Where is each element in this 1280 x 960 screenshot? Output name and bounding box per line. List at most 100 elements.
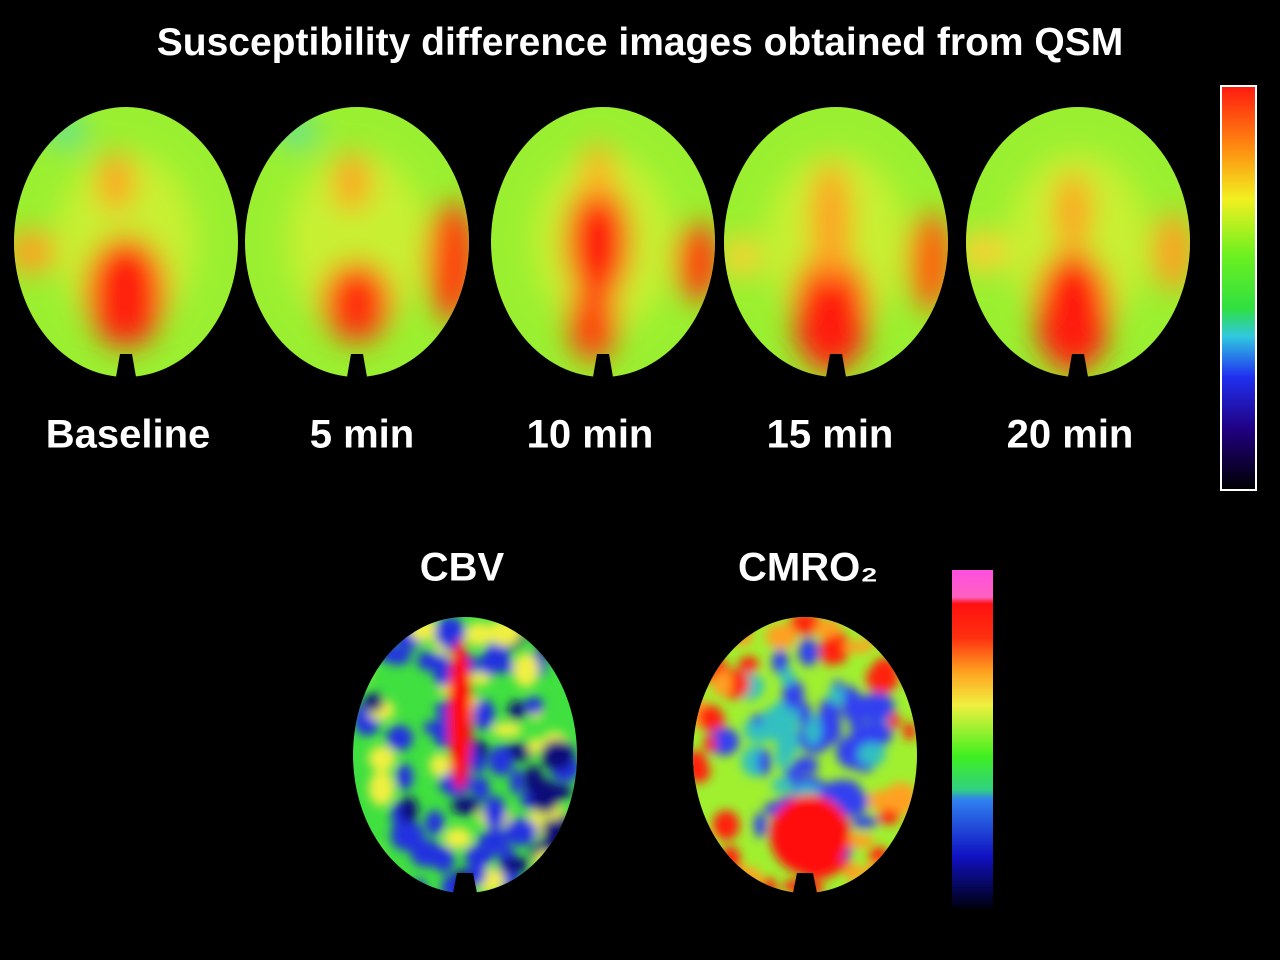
blob [693, 653, 720, 670]
blob [509, 767, 523, 795]
blob [894, 868, 911, 893]
blob [851, 815, 878, 829]
perfusion-maps [353, 617, 917, 893]
blob [529, 779, 560, 814]
blob [782, 678, 805, 710]
blob [730, 630, 753, 646]
blob [708, 727, 740, 756]
blob [828, 687, 845, 705]
blob [488, 745, 513, 776]
map-label: CMRO₂ [738, 546, 878, 590]
blob [363, 693, 384, 713]
blob [382, 617, 414, 640]
blob [724, 617, 752, 636]
blob [359, 632, 380, 650]
blob [770, 795, 850, 875]
blob [966, 232, 1008, 272]
blob [1055, 172, 1091, 252]
blob [798, 638, 819, 667]
blob [842, 640, 874, 653]
blob [468, 672, 492, 686]
blob [46, 117, 86, 147]
blob [863, 617, 893, 643]
blob [368, 745, 396, 772]
blob [399, 796, 418, 824]
blob [353, 853, 364, 884]
blob [386, 725, 413, 752]
blob [528, 737, 542, 755]
blob [868, 846, 889, 864]
blob [878, 809, 900, 825]
blob [693, 825, 714, 861]
blob [516, 617, 544, 635]
blob [541, 852, 561, 866]
brain-image [14, 107, 238, 377]
blob [885, 617, 914, 636]
blob [395, 763, 414, 791]
blob [900, 848, 917, 871]
blob [489, 637, 502, 670]
blob [818, 697, 841, 733]
notch [593, 354, 613, 377]
blob [694, 859, 710, 889]
blob [583, 142, 613, 202]
blob [553, 848, 571, 862]
blob [545, 849, 566, 882]
blob [857, 742, 886, 766]
blob [813, 620, 841, 639]
blob [733, 617, 747, 634]
blob [353, 650, 372, 683]
blob [713, 670, 733, 697]
blob [425, 810, 445, 836]
blob [397, 621, 413, 649]
title: Susceptibility difference images obtaine… [157, 21, 1124, 64]
blob [738, 656, 759, 674]
blob [476, 832, 511, 847]
blob [761, 877, 777, 893]
blob [869, 617, 898, 642]
blob [790, 617, 805, 627]
blob [771, 777, 793, 793]
blob [903, 722, 917, 741]
blob [793, 252, 869, 372]
notch [826, 354, 846, 377]
qsm-images [14, 107, 1190, 377]
blob [568, 282, 618, 362]
blob [464, 622, 494, 647]
brain-image [491, 107, 715, 377]
notch [116, 354, 136, 377]
blob [1035, 252, 1111, 372]
blob [471, 776, 490, 800]
blob [411, 878, 427, 893]
blob [451, 797, 481, 816]
blob [98, 152, 134, 212]
blob [358, 881, 386, 893]
blob [865, 664, 899, 693]
blob [524, 696, 544, 715]
blob [483, 795, 507, 829]
blob [771, 649, 789, 675]
blob [888, 714, 901, 729]
blob [720, 845, 741, 875]
blob [383, 647, 412, 666]
blob [798, 702, 812, 727]
blob [780, 668, 795, 686]
blob [353, 843, 381, 874]
blob [676, 222, 715, 302]
colorbar [952, 570, 993, 908]
blob [561, 652, 577, 670]
blob [512, 652, 539, 688]
blob [535, 617, 558, 649]
notch [1068, 354, 1088, 377]
blob [353, 617, 364, 631]
blob [546, 617, 569, 627]
panel-label: 10 min [527, 413, 654, 457]
brain-image [724, 107, 948, 377]
map-label: CBV [420, 546, 505, 590]
blob [448, 640, 472, 790]
blob [758, 748, 771, 777]
blob [765, 623, 798, 649]
blob [811, 162, 851, 282]
blob [491, 722, 523, 738]
blob [375, 866, 390, 886]
